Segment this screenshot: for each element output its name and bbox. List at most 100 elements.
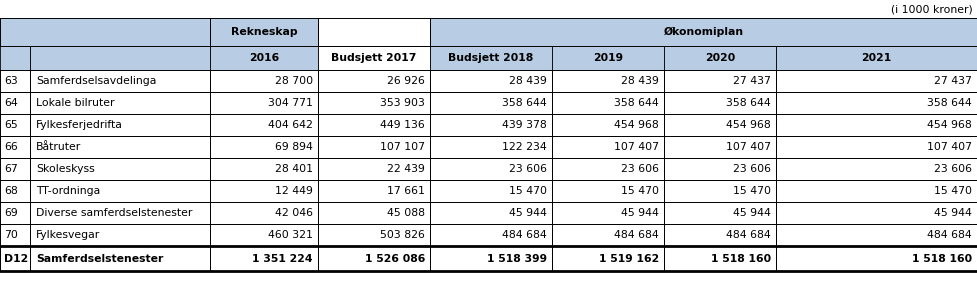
Bar <box>430 202 552 224</box>
Text: 45 944: 45 944 <box>934 208 972 218</box>
Text: 2021: 2021 <box>862 53 892 63</box>
Text: 1 526 086: 1 526 086 <box>364 253 425 263</box>
Bar <box>430 46 552 70</box>
Text: 304 771: 304 771 <box>268 98 313 108</box>
Text: 12 449: 12 449 <box>276 186 313 196</box>
Text: 484 684: 484 684 <box>615 230 659 240</box>
Bar <box>210 224 318 246</box>
Text: Fylkesvegar: Fylkesvegar <box>36 230 101 240</box>
Bar <box>430 158 552 180</box>
Bar <box>430 70 552 92</box>
Text: 45 944: 45 944 <box>509 208 547 218</box>
Text: 454 968: 454 968 <box>927 120 972 130</box>
Bar <box>0 180 30 202</box>
Bar <box>664 46 776 70</box>
Text: Skoleskyss: Skoleskyss <box>36 164 95 174</box>
Bar <box>0 224 30 246</box>
Bar <box>664 70 776 92</box>
Text: 353 903: 353 903 <box>380 98 425 108</box>
Text: 65: 65 <box>4 120 18 130</box>
Text: 107 407: 107 407 <box>927 142 972 152</box>
Bar <box>776 92 977 114</box>
Bar <box>776 202 977 224</box>
Bar <box>210 158 318 180</box>
Text: 66: 66 <box>4 142 18 152</box>
Bar <box>318 18 430 46</box>
Text: 107 407: 107 407 <box>726 142 771 152</box>
Bar <box>30 224 210 246</box>
Text: 449 136: 449 136 <box>380 120 425 130</box>
Text: TT-ordninga: TT-ordninga <box>36 186 101 196</box>
Bar <box>318 224 430 246</box>
Bar <box>210 114 318 136</box>
Text: 2020: 2020 <box>704 53 735 63</box>
Text: 122 234: 122 234 <box>502 142 547 152</box>
Bar <box>210 136 318 158</box>
Bar <box>776 158 977 180</box>
Text: 28 439: 28 439 <box>621 76 659 86</box>
Bar <box>552 202 664 224</box>
Text: 17 661: 17 661 <box>387 186 425 196</box>
Bar <box>318 136 430 158</box>
Bar <box>664 224 776 246</box>
Text: 28 439: 28 439 <box>509 76 547 86</box>
Bar <box>30 202 210 224</box>
Bar <box>0 46 30 70</box>
Bar <box>552 70 664 92</box>
Text: 1 351 224: 1 351 224 <box>252 253 313 263</box>
Bar <box>776 70 977 92</box>
Text: Lokale bilruter: Lokale bilruter <box>36 98 114 108</box>
Text: 42 046: 42 046 <box>275 208 313 218</box>
Text: Rekneskap: Rekneskap <box>231 27 297 37</box>
Bar <box>30 246 210 271</box>
Bar <box>210 180 318 202</box>
Text: (i 1000 kroner): (i 1000 kroner) <box>891 4 973 14</box>
Text: 484 684: 484 684 <box>927 230 972 240</box>
Bar <box>30 158 210 180</box>
Bar <box>318 246 430 271</box>
Text: 23 606: 23 606 <box>509 164 547 174</box>
Bar <box>552 46 664 70</box>
Bar <box>0 246 30 271</box>
Text: 45 088: 45 088 <box>387 208 425 218</box>
Text: 28 700: 28 700 <box>275 76 313 86</box>
Bar <box>210 246 318 271</box>
Bar <box>30 70 210 92</box>
Text: 15 470: 15 470 <box>621 186 659 196</box>
Bar <box>664 158 776 180</box>
Text: 45 944: 45 944 <box>733 208 771 218</box>
Bar <box>318 202 430 224</box>
Text: 28 401: 28 401 <box>275 164 313 174</box>
Bar <box>318 158 430 180</box>
Bar <box>30 114 210 136</box>
Bar <box>776 246 977 271</box>
Bar <box>552 246 664 271</box>
Text: 15 470: 15 470 <box>733 186 771 196</box>
Text: Samferdselstenester: Samferdselstenester <box>36 253 163 263</box>
Bar <box>0 158 30 180</box>
Text: 358 644: 358 644 <box>927 98 972 108</box>
Bar <box>664 92 776 114</box>
Text: 15 470: 15 470 <box>509 186 547 196</box>
Bar <box>664 246 776 271</box>
Text: Diverse samferdselstenester: Diverse samferdselstenester <box>36 208 192 218</box>
Bar <box>30 180 210 202</box>
Text: 404 642: 404 642 <box>268 120 313 130</box>
Bar <box>318 70 430 92</box>
Text: 69: 69 <box>4 208 18 218</box>
Bar <box>664 136 776 158</box>
Text: 107 407: 107 407 <box>614 142 659 152</box>
Text: 358 644: 358 644 <box>615 98 659 108</box>
Bar <box>430 246 552 271</box>
Text: D12: D12 <box>4 253 28 263</box>
Bar <box>0 70 30 92</box>
Text: Samferdselsavdelinga: Samferdselsavdelinga <box>36 76 156 86</box>
Text: 23 606: 23 606 <box>621 164 659 174</box>
Bar <box>664 114 776 136</box>
Bar <box>552 136 664 158</box>
Bar <box>776 114 977 136</box>
Bar <box>318 46 430 70</box>
Bar <box>318 92 430 114</box>
Text: 26 926: 26 926 <box>387 76 425 86</box>
Bar <box>776 136 977 158</box>
